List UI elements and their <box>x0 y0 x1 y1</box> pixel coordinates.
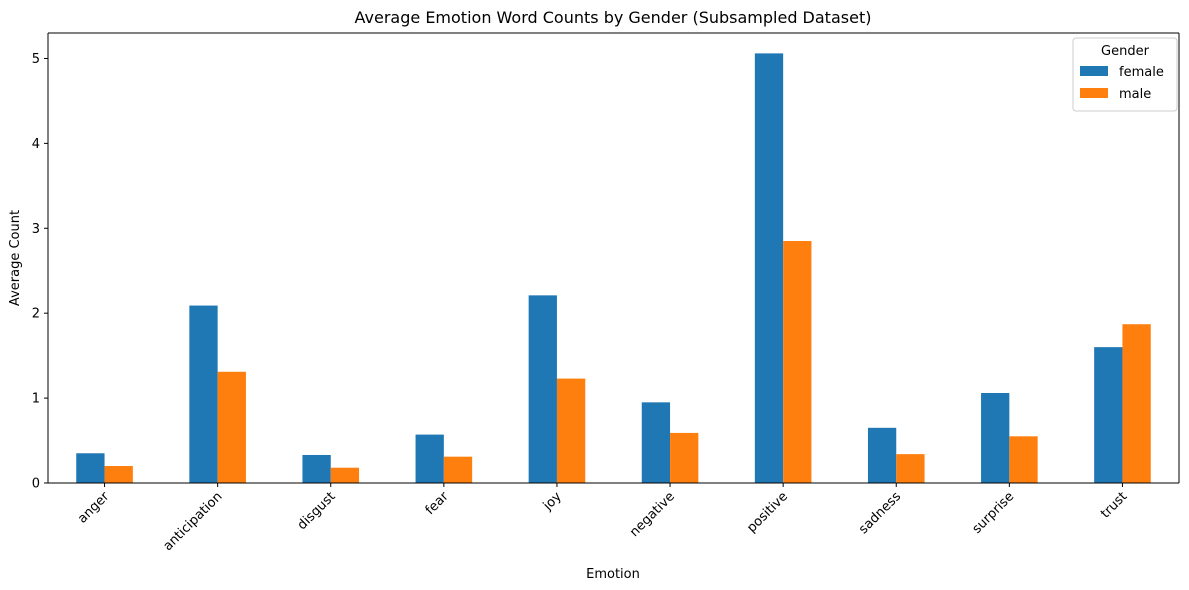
bar-female-fear <box>415 434 444 483</box>
y-tick-label: 5 <box>32 52 40 67</box>
y-tick-label: 0 <box>32 477 40 492</box>
x-tick-label: positive <box>744 489 791 536</box>
bar-male-surprise <box>1009 436 1038 483</box>
y-axis-label: Average Count <box>8 210 23 306</box>
legend-label-male: male <box>1119 87 1151 102</box>
bar-male-anger <box>104 466 133 483</box>
x-tick-label: trust <box>1098 489 1130 521</box>
bar-female-anger <box>76 453 105 483</box>
bar-male-fear <box>443 456 473 483</box>
y-tick-label: 3 <box>32 222 40 237</box>
x-tick-label: fear <box>423 489 452 518</box>
bar-female-positive <box>754 53 784 483</box>
bar-female-sadness <box>867 427 897 483</box>
x-tick-label: negative <box>627 489 678 540</box>
x-tick-label: surprise <box>970 489 1018 537</box>
y-tick-label: 2 <box>32 307 40 322</box>
bar-male-joy <box>556 378 586 483</box>
legend-title: Gender <box>1101 44 1150 59</box>
legend-label-female: female <box>1119 65 1164 80</box>
y-tick-label: 4 <box>32 137 40 152</box>
bar-male-positive <box>783 241 812 483</box>
bar-male-trust <box>1122 324 1151 483</box>
legend-swatch-female <box>1080 66 1108 76</box>
bar-male-disgust <box>330 467 360 483</box>
x-tick-label: disgust <box>295 489 339 533</box>
x-tick-label: anticipation <box>161 489 226 554</box>
bar-male-sadness <box>896 454 925 483</box>
bar-female-anticipation <box>189 305 218 483</box>
x-tick-label: anger <box>75 489 113 527</box>
y-tick-label: 1 <box>32 392 40 407</box>
x-tick-label: sadness <box>856 489 904 537</box>
legend: Gender female male <box>1072 37 1178 112</box>
chart-title: Average Emotion Word Counts by Gender (S… <box>355 8 872 27</box>
bar-female-disgust <box>302 454 331 483</box>
x-axis-label: Emotion <box>586 567 640 582</box>
bar-female-surprise <box>981 393 1010 483</box>
bar-female-negative <box>641 402 671 483</box>
bars-layer <box>76 53 1151 483</box>
bar-female-joy <box>528 295 557 483</box>
x-tick-label: joy <box>540 489 565 514</box>
bar-female-trust <box>1094 347 1123 483</box>
legend-swatch-male <box>1080 88 1108 98</box>
bar-male-negative <box>670 432 699 483</box>
bar-male-anticipation <box>217 371 246 483</box>
